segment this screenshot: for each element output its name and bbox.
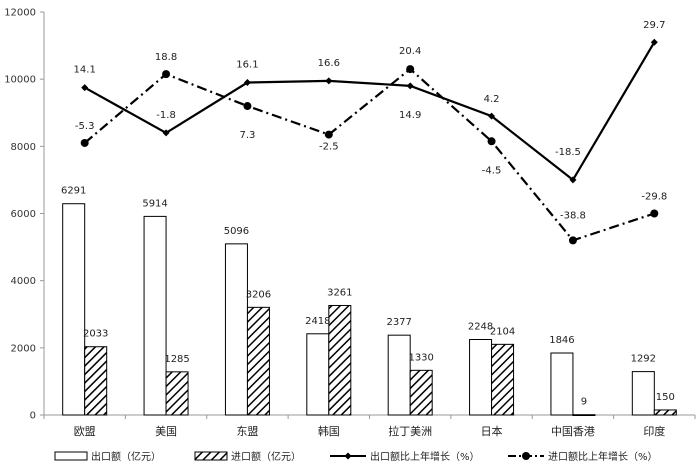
- import-bar: [165, 371, 189, 416]
- category-label: 日本: [481, 424, 503, 438]
- export-bar: [387, 334, 411, 416]
- y-tick-label: 10000: [4, 75, 36, 86]
- import-growth-label: -2.5: [319, 142, 339, 153]
- import-value-label: 3261: [327, 287, 352, 298]
- import-value-label: 2033: [83, 329, 108, 340]
- export-growth-marker: [162, 129, 170, 137]
- export-value-label: 6291: [61, 186, 86, 197]
- y-tick-label: 4000: [11, 276, 36, 287]
- import-growth-marker: [80, 138, 89, 147]
- export-bar: [224, 243, 248, 416]
- export-value-label: 2248: [468, 322, 493, 333]
- export-bar: [631, 371, 655, 416]
- import-value-label: 1330: [408, 352, 433, 363]
- data-labels: 6291 2033 5914 1285 5096 3206 2418 3261 2377 1330…: [61, 20, 675, 407]
- export-growth-marker: [243, 79, 251, 87]
- y-tick-label: 12000: [4, 8, 36, 19]
- import-value-label: 150: [656, 392, 675, 403]
- export-growth-marker: [325, 77, 333, 85]
- import-growth-label: 7.3: [239, 130, 255, 141]
- export-value-label: 2418: [305, 316, 330, 327]
- category-label: 美国: [155, 425, 177, 438]
- legend-export-swatch: [54, 451, 88, 461]
- export-growth-marker: [650, 38, 658, 46]
- import-growth-label: -5.3: [75, 121, 95, 132]
- y-tick-label: 6000: [11, 209, 36, 220]
- export-value-label: 1846: [549, 335, 574, 346]
- bars: [62, 203, 677, 416]
- export-growth-label: 16.1: [236, 60, 258, 71]
- legend-export-growth-label: 出口额比上年增长（%）: [370, 450, 480, 463]
- import-growth-marker: [162, 70, 171, 79]
- export-growth-marker: [569, 176, 577, 184]
- import-bar: [409, 369, 433, 416]
- export-growth-line: [84, 41, 656, 182]
- export-value-label: 1292: [631, 354, 656, 365]
- export-growth-label: -1.8: [156, 110, 176, 121]
- export-growth-label: 16.6: [318, 58, 340, 69]
- export-value-label: 5096: [224, 226, 249, 237]
- import-bar: [328, 304, 352, 416]
- import-growth-marker: [406, 65, 415, 74]
- export-bar: [469, 339, 493, 416]
- import-growth-label: 18.8: [155, 52, 177, 63]
- import-value-label: 9: [581, 397, 587, 408]
- import-bar: [491, 343, 515, 416]
- lines: [80, 38, 659, 245]
- axes: 0 2000 4000 6000 8000 10000 12000 欧盟 美国 东盟 韩国 拉丁美洲 日…: [4, 8, 696, 438]
- export-growth-label: 14.1: [74, 65, 96, 76]
- import-growth-marker: [487, 137, 496, 146]
- category-label: 东盟: [236, 425, 258, 438]
- import-value-label: 3206: [246, 289, 271, 300]
- export-growth-label: 4.2: [484, 94, 500, 105]
- export-bar: [143, 215, 167, 416]
- category-label: 韩国: [318, 424, 340, 438]
- export-growth-marker: [81, 84, 89, 92]
- import-bar: [246, 306, 270, 416]
- import-growth-label: -4.5: [482, 165, 502, 176]
- export-growth-label: 14.9: [399, 110, 421, 121]
- import-growth-marker: [568, 236, 577, 245]
- category-label: 拉丁美洲: [388, 424, 432, 438]
- import-value-label: 1285: [164, 354, 189, 365]
- import-bar: [653, 409, 677, 416]
- legend-export-label: 出口额（亿元）: [91, 450, 161, 463]
- legend: 出口额（亿元） 进口额（亿元） 出口额比上年增长（%） 进口额比上年增长（%）: [54, 450, 658, 463]
- import-value-label: 2104: [490, 326, 515, 337]
- legend-import-swatch: [194, 451, 228, 461]
- category-label: 中国香港: [551, 425, 595, 438]
- import-growth-marker: [243, 102, 252, 111]
- import-growth-label: -38.8: [560, 210, 586, 221]
- import-growth-marker: [324, 130, 333, 139]
- legend-import-growth-label: 进口额比上年增长（%）: [548, 450, 658, 463]
- export-value-label: 5914: [142, 198, 167, 209]
- y-tick-label: 8000: [11, 142, 36, 153]
- y-tick-label: 0: [30, 411, 36, 422]
- import-growth-marker: [650, 209, 659, 218]
- import-bar: [572, 414, 596, 416]
- export-value-label: 2377: [386, 317, 411, 328]
- import-growth-label: -29.8: [641, 192, 667, 203]
- category-label: 印度: [643, 424, 665, 438]
- export-bar: [306, 333, 330, 416]
- y-tick-label: 2000: [11, 343, 36, 354]
- legend-import-label: 进口额（亿元）: [231, 450, 301, 463]
- legend-export-growth-marker: [344, 452, 352, 460]
- import-growth-line: [83, 67, 655, 242]
- export-growth-label: 29.7: [643, 20, 665, 31]
- export-bar: [550, 352, 574, 416]
- import-bar: [84, 346, 108, 416]
- export-growth-label: -18.5: [555, 147, 581, 158]
- import-growth-label: 20.4: [399, 46, 421, 57]
- category-label: 欧盟: [74, 425, 96, 438]
- export-growth-marker: [406, 82, 414, 90]
- legend-import-growth-marker: [522, 452, 530, 460]
- export-growth-marker: [488, 112, 496, 120]
- export-bar: [62, 203, 86, 416]
